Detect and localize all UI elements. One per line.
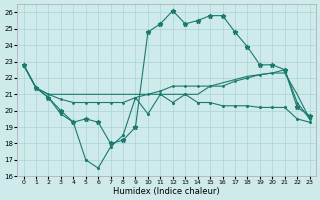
X-axis label: Humidex (Indice chaleur): Humidex (Indice chaleur): [113, 187, 220, 196]
